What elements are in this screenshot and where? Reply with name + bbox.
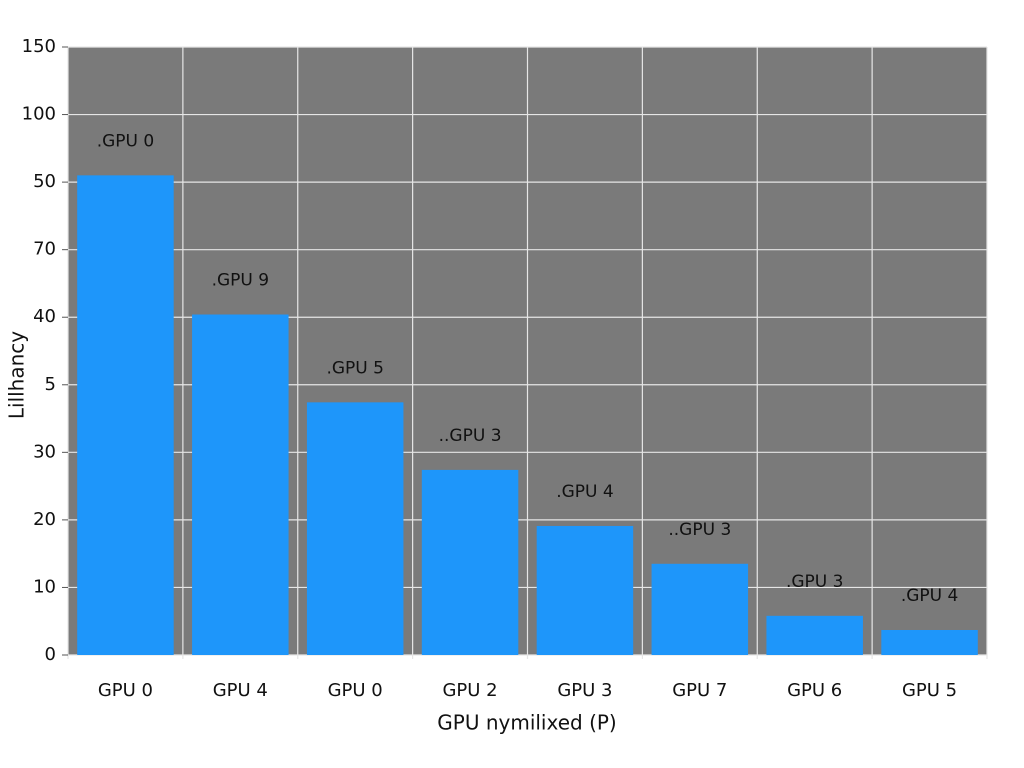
bar-label: .GPU 9 <box>212 271 270 291</box>
bar <box>651 563 749 655</box>
y-tick-label: 50 <box>33 171 56 192</box>
x-tick-label: GPU 5 <box>902 680 957 701</box>
x-tick-label: GPU 2 <box>442 680 497 701</box>
y-tick-label: 40 <box>33 306 56 327</box>
bar-label: .GPU 5 <box>326 358 384 378</box>
y-tick-label: 30 <box>33 441 56 462</box>
x-tick-label: GPU 3 <box>557 680 612 701</box>
y-tick-label: 100 <box>22 104 56 125</box>
bar-label: .GPU 4 <box>556 482 614 502</box>
y-tick-label: 0 <box>45 644 56 665</box>
bar <box>306 402 404 655</box>
bar-label: ..GPU 3 <box>439 426 502 446</box>
y-tick-label: 5 <box>45 374 56 395</box>
x-axis-title: GPU nymilixed (P) <box>437 711 616 735</box>
y-tick-label: 10 <box>33 576 56 597</box>
bar-label: ..GPU 3 <box>668 520 731 540</box>
bar <box>881 630 978 655</box>
x-tick-label: GPU 4 <box>213 680 268 701</box>
bar-label: .GPU 4 <box>901 586 959 606</box>
y-tick-label: 70 <box>33 239 56 260</box>
x-tick-label: GPU 0 <box>328 680 383 701</box>
bar <box>421 469 519 655</box>
y-axis-title: Lillhancy <box>5 331 29 419</box>
bar-label: .GPU 0 <box>97 131 155 151</box>
y-tick-label: 150 <box>22 36 56 57</box>
x-tick-label: GPU 6 <box>787 680 842 701</box>
bar <box>77 175 174 655</box>
y-tick-label: 20 <box>33 509 56 530</box>
x-tick-label: GPU 7 <box>672 680 727 701</box>
bar-label: .GPU 3 <box>786 572 844 592</box>
bar <box>766 615 863 655</box>
bar <box>192 314 289 655</box>
bar <box>536 525 634 655</box>
x-tick-label: GPU 0 <box>98 680 153 701</box>
